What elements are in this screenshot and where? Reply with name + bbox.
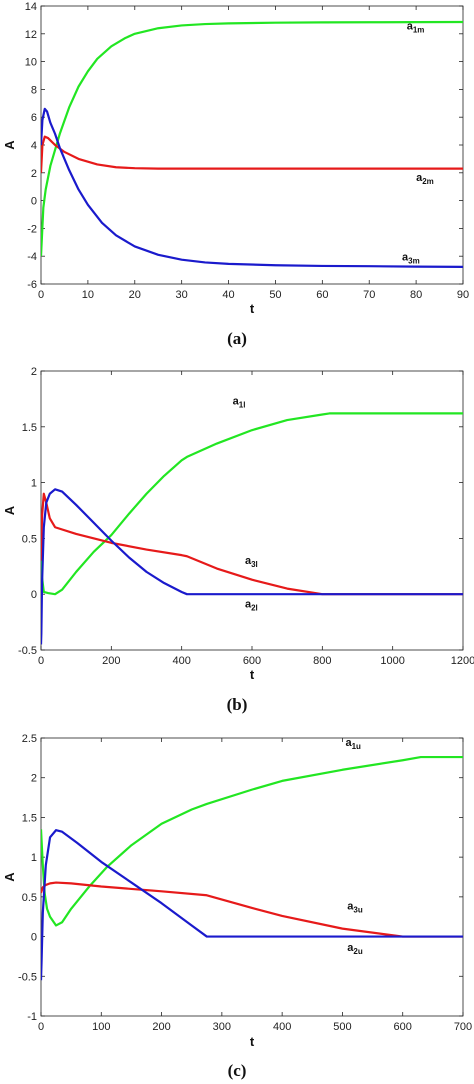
x-tick-label: 90 (457, 289, 469, 301)
x-tick-label: 0 (38, 655, 44, 667)
panel-caption: (a) (227, 329, 247, 348)
plot-frame (40, 5, 464, 285)
y-tick-label: 0 (31, 196, 37, 208)
y-tick-label: 12 (25, 29, 37, 41)
x-tick-label: 600 (243, 655, 261, 667)
x-tick-label: 20 (129, 289, 141, 301)
y-tick-label: -2 (27, 223, 37, 235)
series-label-a2m: a2m (416, 172, 434, 186)
x-tick-label: 400 (273, 1021, 291, 1033)
x-axis-label: t (250, 301, 255, 316)
x-tick-label: 30 (176, 289, 188, 301)
y-axis-label: A (2, 140, 17, 150)
series-line-a1l (41, 412, 463, 596)
series-line-a1u (41, 755, 463, 927)
series-label-a3u: a3u (347, 901, 363, 915)
series-line-a3l (41, 492, 463, 596)
x-tick-label: 200 (102, 655, 120, 667)
series-label-a1u: a1u (345, 737, 361, 751)
y-tick-label: 1 (31, 852, 37, 864)
y-tick-label: 2 (31, 168, 37, 180)
y-tick-label: 2 (31, 773, 37, 785)
x-tick-label: 70 (363, 289, 375, 301)
x-tick-label: 200 (152, 1021, 170, 1033)
y-tick-label: 4 (31, 140, 37, 152)
y-tick-label: 0 (31, 589, 37, 601)
chart-panel-2: 0 200 400 600 800 1000 1200-0.500.511.52tAa1la… (2, 366, 474, 714)
series-line-a1m (41, 20, 463, 257)
x-axis-label: t (250, 1034, 255, 1049)
y-tick-label: 2.5 (22, 733, 37, 745)
series-line-a2u (41, 829, 463, 981)
y-tick-label: -4 (27, 251, 37, 263)
y-tick-label: 14 (25, 1, 37, 13)
x-tick-label: 0 (38, 1021, 44, 1033)
series-label-a3l: a3l (245, 555, 258, 569)
chart-panel-3: 0 100 200 300 400 500 600 700 -1 -0.5 0 0.5 1 1.5 2 2.5… (2, 733, 472, 1080)
panel-caption: (b) (227, 695, 248, 714)
y-tick-label: 0.5 (22, 892, 37, 904)
x-tick-label: 1200 (451, 655, 474, 667)
x-axis-label: t (250, 667, 255, 682)
series-label-a2l: a2l (245, 599, 258, 613)
y-tick-label: 10 (25, 57, 37, 69)
x-tick-label: 80 (410, 289, 422, 301)
x-tick-label: 0 (38, 289, 44, 301)
x-tick-label: 400 (172, 655, 190, 667)
series-label-a1l: a1l (233, 395, 246, 409)
series-line-a2m (41, 135, 463, 173)
plot-frame (40, 737, 464, 1017)
series-label-a2u: a2u (347, 942, 363, 956)
y-tick-label: 1.5 (22, 812, 37, 824)
x-tick-label: 10 (82, 289, 94, 301)
x-tick-label: 300 (213, 1021, 231, 1033)
y-tick-label: 1.5 (22, 422, 37, 434)
series-label-a1m: a1m (407, 21, 425, 35)
y-axis-label: A (2, 505, 17, 515)
y-tick-label: 1 (31, 478, 37, 490)
x-tick-label: 1000 (380, 655, 404, 667)
series-line-a3m (41, 107, 463, 268)
y-tick-label: 2 (31, 366, 37, 378)
y-tick-label: 6 (31, 112, 37, 124)
x-tick-label: 50 (269, 289, 281, 301)
x-tick-label: 800 (313, 655, 331, 667)
y-tick-label: -6 (27, 279, 37, 291)
y-axis-label: A (2, 872, 17, 882)
chart-panel-1: 0 10 20 30 40 50 60 70 80 90 -6 -4 -2 0 2 4 6 8 10 12 14 t Aa1… (2, 1, 469, 348)
y-tick-label: -0.5 (18, 971, 37, 983)
y-tick-label: 0 (31, 932, 37, 944)
series-line-a2l (41, 488, 463, 645)
x-tick-label: 60 (316, 289, 328, 301)
series-line-a3u (41, 881, 463, 938)
y-tick-label: -1 (27, 1011, 37, 1023)
panel-caption: (c) (228, 1061, 247, 1080)
y-tick-label: 0.5 (22, 533, 37, 545)
y-tick-label: -0.5 (18, 645, 37, 657)
series-label-a3m: a3m (402, 251, 420, 265)
x-tick-label: 40 (222, 289, 234, 301)
x-tick-label: 100 (92, 1021, 110, 1033)
x-tick-label: 700 (454, 1021, 472, 1033)
x-tick-label: 600 (394, 1021, 412, 1033)
y-tick-label: 8 (31, 84, 37, 96)
x-tick-label: 500 (333, 1021, 351, 1033)
